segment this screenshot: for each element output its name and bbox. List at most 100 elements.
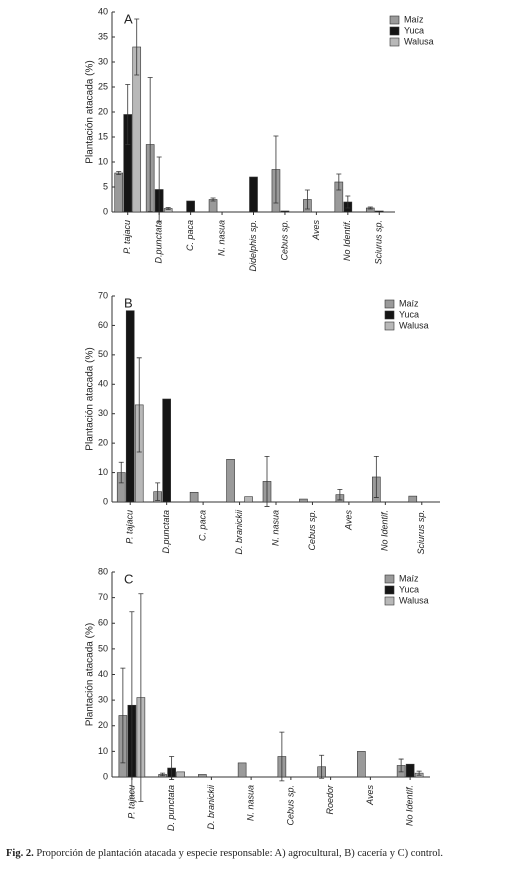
y-tick-label: 30: [98, 56, 108, 66]
bar: [374, 210, 384, 213]
bar: [162, 398, 171, 503]
error-bar: [345, 195, 351, 209]
y-tick-label: 70: [98, 592, 108, 602]
y-tick-label: 20: [98, 438, 108, 448]
legend-label: Yuca: [404, 25, 424, 35]
y-tick-label: 15: [98, 131, 108, 141]
bar: [125, 310, 135, 503]
y-tick-label: 5: [103, 181, 108, 191]
bar: [237, 762, 247, 778]
x-tick-label: Aves: [343, 510, 353, 531]
y-tick-label: 40: [98, 6, 108, 16]
legend-swatch: [384, 299, 395, 309]
error-bar: [337, 488, 343, 501]
bar: [186, 200, 195, 213]
y-tick-label: 50: [98, 643, 108, 653]
y-tick-label: 10: [98, 467, 108, 477]
x-tick-label: Sciurus sp.: [416, 510, 426, 555]
bar: [299, 498, 308, 503]
bar: [226, 459, 235, 503]
error-bar: [160, 772, 166, 777]
y-tick-label: 10: [98, 156, 108, 166]
bar: [405, 763, 415, 778]
legend-label: Maíz: [399, 573, 419, 583]
x-tick-label: N. nasua: [270, 510, 280, 546]
bar: [357, 751, 366, 778]
x-tick-label: D. branickii: [206, 784, 216, 830]
x-tick-label: C. paca: [185, 220, 195, 251]
x-tick-label: Didelphis sp.: [248, 220, 258, 272]
bar: [249, 176, 258, 213]
legend-swatch: [384, 310, 395, 320]
x-tick-label: N. nasua: [246, 785, 256, 821]
error-bar: [319, 754, 325, 779]
x-tick-label: P. tajacu: [122, 220, 132, 254]
bar: [114, 172, 124, 213]
error-bar: [118, 461, 124, 484]
error-bar: [373, 455, 379, 498]
y-tick-label: 80: [98, 566, 108, 576]
panel-label: B: [124, 295, 133, 310]
legend-swatch: [389, 26, 400, 36]
x-tick-label: P. tajacu: [125, 510, 135, 544]
error-bar: [116, 171, 122, 175]
error-bar: [120, 667, 126, 764]
error-bar: [155, 482, 161, 501]
legend-label: Yuca: [399, 584, 419, 594]
y-tick-label: 20: [98, 106, 108, 116]
bar: [244, 496, 253, 503]
x-tick-label: Sciurus sp.: [374, 220, 384, 265]
y-tick-label: 30: [98, 695, 108, 705]
panel-label: C: [124, 571, 133, 586]
x-tick-label: D.punctata: [161, 510, 171, 554]
legend-label: Maíz: [399, 298, 419, 308]
x-tick-label: No Identif.: [405, 785, 415, 826]
bar: [198, 774, 207, 778]
error-bar: [125, 84, 131, 145]
x-tick-label: No Identif.: [342, 220, 352, 261]
y-tick-label: 35: [98, 31, 108, 41]
bar: [408, 495, 418, 503]
y-tick-label: 40: [98, 379, 108, 389]
legend-swatch: [384, 574, 395, 584]
bar: [176, 771, 185, 778]
y-tick-label: 25: [98, 81, 108, 91]
error-bar: [136, 357, 142, 453]
error-bar: [304, 189, 310, 210]
x-tick-label: No Identif.: [380, 510, 390, 551]
bar: [280, 210, 290, 213]
error-bar: [279, 731, 285, 782]
x-tick-label: C. paca: [197, 510, 207, 541]
error-bar: [273, 135, 279, 204]
legend-swatch: [389, 15, 400, 25]
y-axis-label: Plantación atacada (%): [85, 347, 96, 450]
error-bar: [336, 173, 342, 191]
error-bar: [147, 77, 153, 212]
x-tick-label: Cebus sp.: [285, 785, 295, 826]
error-bar: [134, 18, 140, 76]
x-tick-label: Cebus sp.: [279, 220, 289, 261]
caption: Fig. 2. Proporción de plantación atacada…: [6, 848, 443, 859]
x-tick-label: Roedor: [325, 784, 335, 815]
y-tick-label: 20: [98, 720, 108, 730]
caption-text: Proporción de plantación atacada y espec…: [36, 848, 443, 859]
legend-label: Maíz: [404, 14, 424, 24]
legend-swatch: [389, 37, 400, 47]
legend-label: Walusa: [399, 595, 429, 605]
x-tick-label: D. branickii: [234, 509, 244, 555]
error-bar: [210, 197, 216, 202]
y-tick-label: 60: [98, 320, 108, 330]
error-bar: [138, 593, 144, 802]
error-bar: [165, 207, 171, 210]
error-bar: [398, 758, 404, 773]
y-tick-label: 0: [103, 771, 108, 781]
error-bar: [416, 770, 422, 776]
legend-swatch: [384, 585, 395, 595]
panel-label: A: [124, 11, 133, 26]
y-tick-label: 40: [98, 669, 108, 679]
error-bar: [169, 756, 175, 780]
bar: [189, 491, 199, 503]
x-tick-label: Cebus sp.: [307, 510, 317, 551]
